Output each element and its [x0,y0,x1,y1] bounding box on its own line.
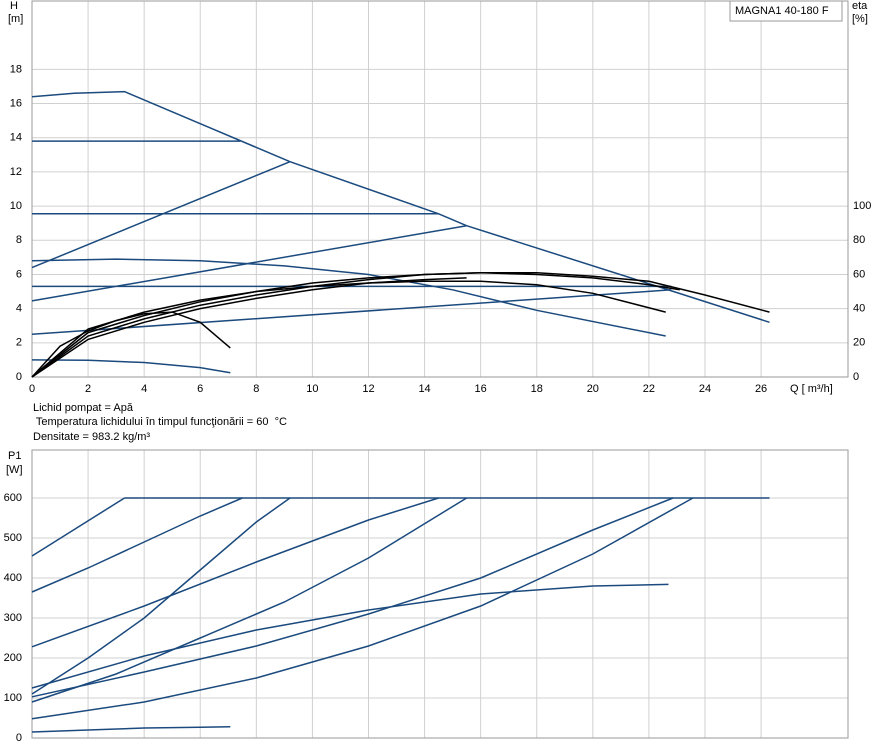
y-axis-label: H [10,0,18,12]
annotation: Temperatura lichidului în timpul funcţio… [33,416,287,428]
curve [31,497,674,698]
y-tick-label: 10 [10,200,22,212]
curve [31,497,694,720]
curve [31,497,243,593]
curve [31,289,672,336]
y-tick-label: 2 [16,337,22,349]
y-tick-label: 0 [16,371,22,383]
x-axis-label: Q [ m³/h] [790,383,833,395]
curve [31,359,231,374]
x-tick-label: 18 [531,383,543,395]
y-axis-label: P1 [8,450,21,462]
curve [31,311,231,378]
curve [31,258,666,337]
curve [31,90,770,324]
y-tick-label: 16 [10,97,22,109]
plot-frame [31,0,849,378]
annotation: Densitate = 983.2 kg/m³ [33,431,150,443]
x-tick-label: 0 [29,383,35,395]
x-tick-label: 8 [253,383,259,395]
y-axis-unit: [W] [6,464,23,476]
x-tick-label: 12 [362,383,374,395]
curve [31,497,439,648]
curve [31,280,666,378]
curve [31,497,291,695]
y2-tick-label: 80 [853,234,865,246]
y2-tick-label: 100 [853,200,871,212]
y-tick-label: 18 [10,63,22,75]
x-tick-label: 24 [699,383,711,395]
y2-tick-label: 60 [853,268,865,280]
curve [31,583,669,689]
x-tick-label: 20 [587,383,599,395]
x-tick-label: 22 [643,383,655,395]
x-tick-label: 10 [306,383,318,395]
y2-tick-label: 0 [853,371,859,383]
y2-axis-label: eta [852,0,868,12]
x-tick-label: 4 [141,383,147,395]
y-tick-label: 100 [4,692,22,704]
y-tick-label: 300 [4,612,22,624]
y-tick-label: 4 [16,303,22,315]
curve [31,271,680,378]
y2-axis-unit: [%] [852,13,868,25]
curve [31,497,125,557]
curve [31,277,467,378]
y2-tick-label: 40 [853,303,865,315]
y-tick-label: 8 [16,234,22,246]
x-tick-label: 6 [197,383,203,395]
x-tick-label: 26 [755,383,767,395]
curve [31,271,770,378]
x-tick-label: 14 [418,383,430,395]
y2-tick-label: 20 [853,337,865,349]
y-axis-unit: [m] [8,13,23,25]
plot-frame [31,449,849,739]
x-tick-label: 16 [475,383,487,395]
chart-title: MAGNA1 40-180 F [735,5,829,17]
title-box [729,0,843,22]
y-tick-label: 0 [16,732,22,744]
curve [31,497,467,703]
curve [31,726,231,733]
y-tick-label: 400 [4,572,22,584]
x-tick-label: 2 [85,383,91,395]
y-tick-label: 12 [10,166,22,178]
y-tick-label: 600 [4,492,22,504]
y-tick-label: 6 [16,268,22,280]
y-tick-label: 500 [4,532,22,544]
y-tick-label: 14 [10,132,22,144]
annotation: Lichid pompat = Apă [33,402,134,414]
curve [31,161,291,269]
y-tick-label: 200 [4,652,22,664]
